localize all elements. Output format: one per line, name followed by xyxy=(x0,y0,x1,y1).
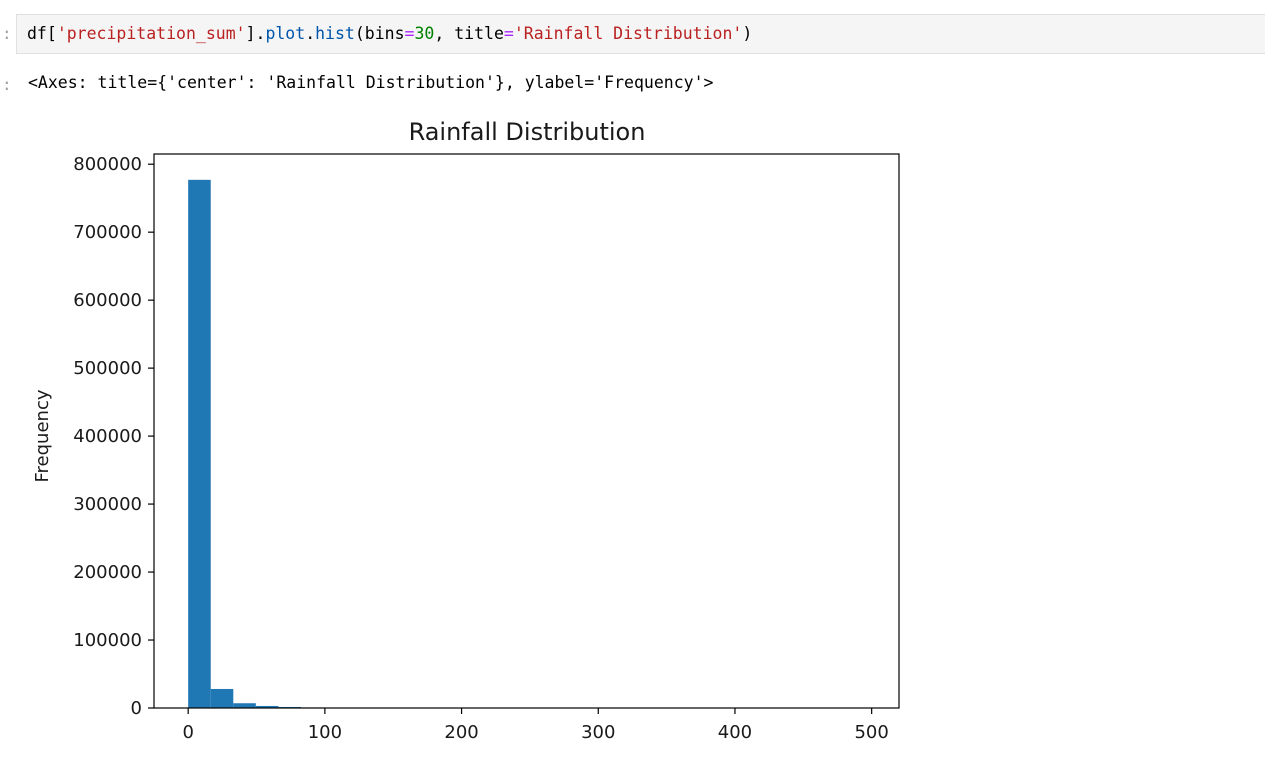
histogram-bar xyxy=(210,688,234,708)
code-line[interactable]: df['precipitation_sum'].plot.hist(bins=3… xyxy=(27,24,752,43)
y-tick-label: 700000 xyxy=(73,222,142,243)
output-prompt: : xyxy=(2,75,12,94)
code-token: . xyxy=(305,24,316,43)
y-tick-label: 100000 xyxy=(73,630,142,651)
x-tick-label: 500 xyxy=(854,722,888,743)
code-token: 30 xyxy=(414,24,435,43)
code-token: df[ xyxy=(27,24,57,43)
code-token: , title xyxy=(434,24,504,43)
code-token: = xyxy=(503,24,514,43)
histogram-chart: Rainfall Distribution Frequency 0 100000 2… xyxy=(32,118,900,743)
code-token: plot xyxy=(265,24,306,43)
input-prompt: : xyxy=(2,24,12,43)
code-token: 'Rainfall Distribution' xyxy=(513,24,743,43)
x-tick-label: 100 xyxy=(308,722,342,743)
code-token: ) xyxy=(742,24,753,43)
output-text: <Axes: title={'center': 'Rainfall Distri… xyxy=(28,73,714,92)
code-token: (bins xyxy=(354,24,405,43)
y-tick-label: 0 xyxy=(131,698,142,719)
code-cell[interactable]: df['precipitation_sum'].plot.hist(bins=3… xyxy=(16,14,1265,54)
chart-title: Rainfall Distribution xyxy=(409,118,646,146)
y-tick-label: 600000 xyxy=(73,290,142,311)
y-tick-label: 800000 xyxy=(73,154,142,175)
histogram-bar xyxy=(188,179,211,708)
histogram-bar xyxy=(255,705,279,708)
code-token: = xyxy=(404,24,415,43)
x-tick-label: 400 xyxy=(718,722,752,743)
plot-frame xyxy=(153,153,900,709)
code-token: ]. xyxy=(245,24,266,43)
y-tick-label: 300000 xyxy=(73,494,142,515)
code-token: 'precipitation_sum' xyxy=(56,24,246,43)
y-tick-label: 200000 xyxy=(73,562,142,583)
x-tick-label: 0 xyxy=(182,722,193,743)
histogram-bar xyxy=(233,703,256,708)
x-tick-label: 200 xyxy=(444,722,478,743)
x-tick-label: 300 xyxy=(581,722,615,743)
y-tick-label: 400000 xyxy=(73,426,142,447)
y-tick-label: 500000 xyxy=(73,358,142,379)
code-token: hist xyxy=(315,24,355,43)
y-axis-label: Frequency xyxy=(32,389,53,482)
